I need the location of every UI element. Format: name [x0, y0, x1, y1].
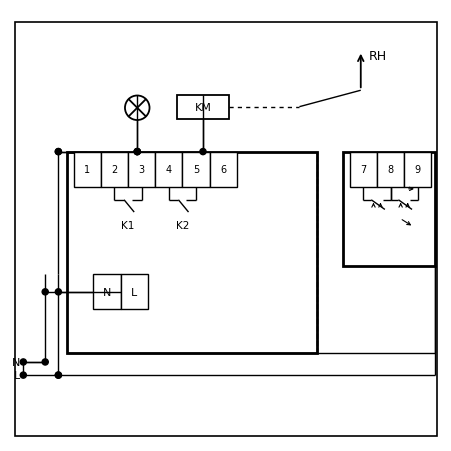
Text: L: L [131, 287, 137, 297]
Bar [67, 152, 316, 354]
Text: 7: 7 [359, 165, 366, 175]
Bar [342, 152, 434, 266]
Text: L: L [14, 370, 20, 380]
Text: 3: 3 [138, 165, 144, 175]
Bar [176, 96, 229, 120]
Text: 4: 4 [166, 165, 171, 175]
Bar [349, 152, 376, 187]
Text: N: N [102, 287, 111, 297]
Text: 6: 6 [220, 165, 226, 175]
Bar [120, 275, 147, 310]
Bar [93, 275, 120, 310]
Text: 2: 2 [111, 165, 117, 175]
Bar [128, 152, 155, 187]
Circle shape [20, 372, 26, 378]
Bar [155, 152, 182, 187]
Circle shape [55, 149, 61, 155]
Circle shape [55, 372, 61, 378]
Circle shape [42, 289, 48, 295]
Text: N: N [11, 357, 20, 367]
Bar [182, 152, 209, 187]
Bar [74, 152, 101, 187]
Circle shape [42, 359, 48, 365]
Text: RH: RH [368, 50, 386, 63]
Bar [376, 152, 403, 187]
Bar [209, 152, 236, 187]
Circle shape [134, 149, 140, 155]
Circle shape [134, 149, 140, 155]
Text: 9: 9 [414, 165, 420, 175]
Circle shape [55, 149, 61, 155]
Circle shape [20, 359, 26, 365]
Text: 5: 5 [193, 165, 198, 175]
Circle shape [134, 149, 140, 155]
Circle shape [199, 149, 206, 155]
Bar [403, 152, 430, 187]
Circle shape [55, 372, 61, 378]
Text: KM: KM [194, 102, 211, 112]
Text: K2: K2 [175, 220, 189, 230]
Circle shape [55, 289, 61, 295]
Text: 1: 1 [84, 165, 90, 175]
Bar [101, 152, 128, 187]
Text: 8: 8 [387, 165, 393, 175]
Text: K1: K1 [121, 220, 134, 230]
